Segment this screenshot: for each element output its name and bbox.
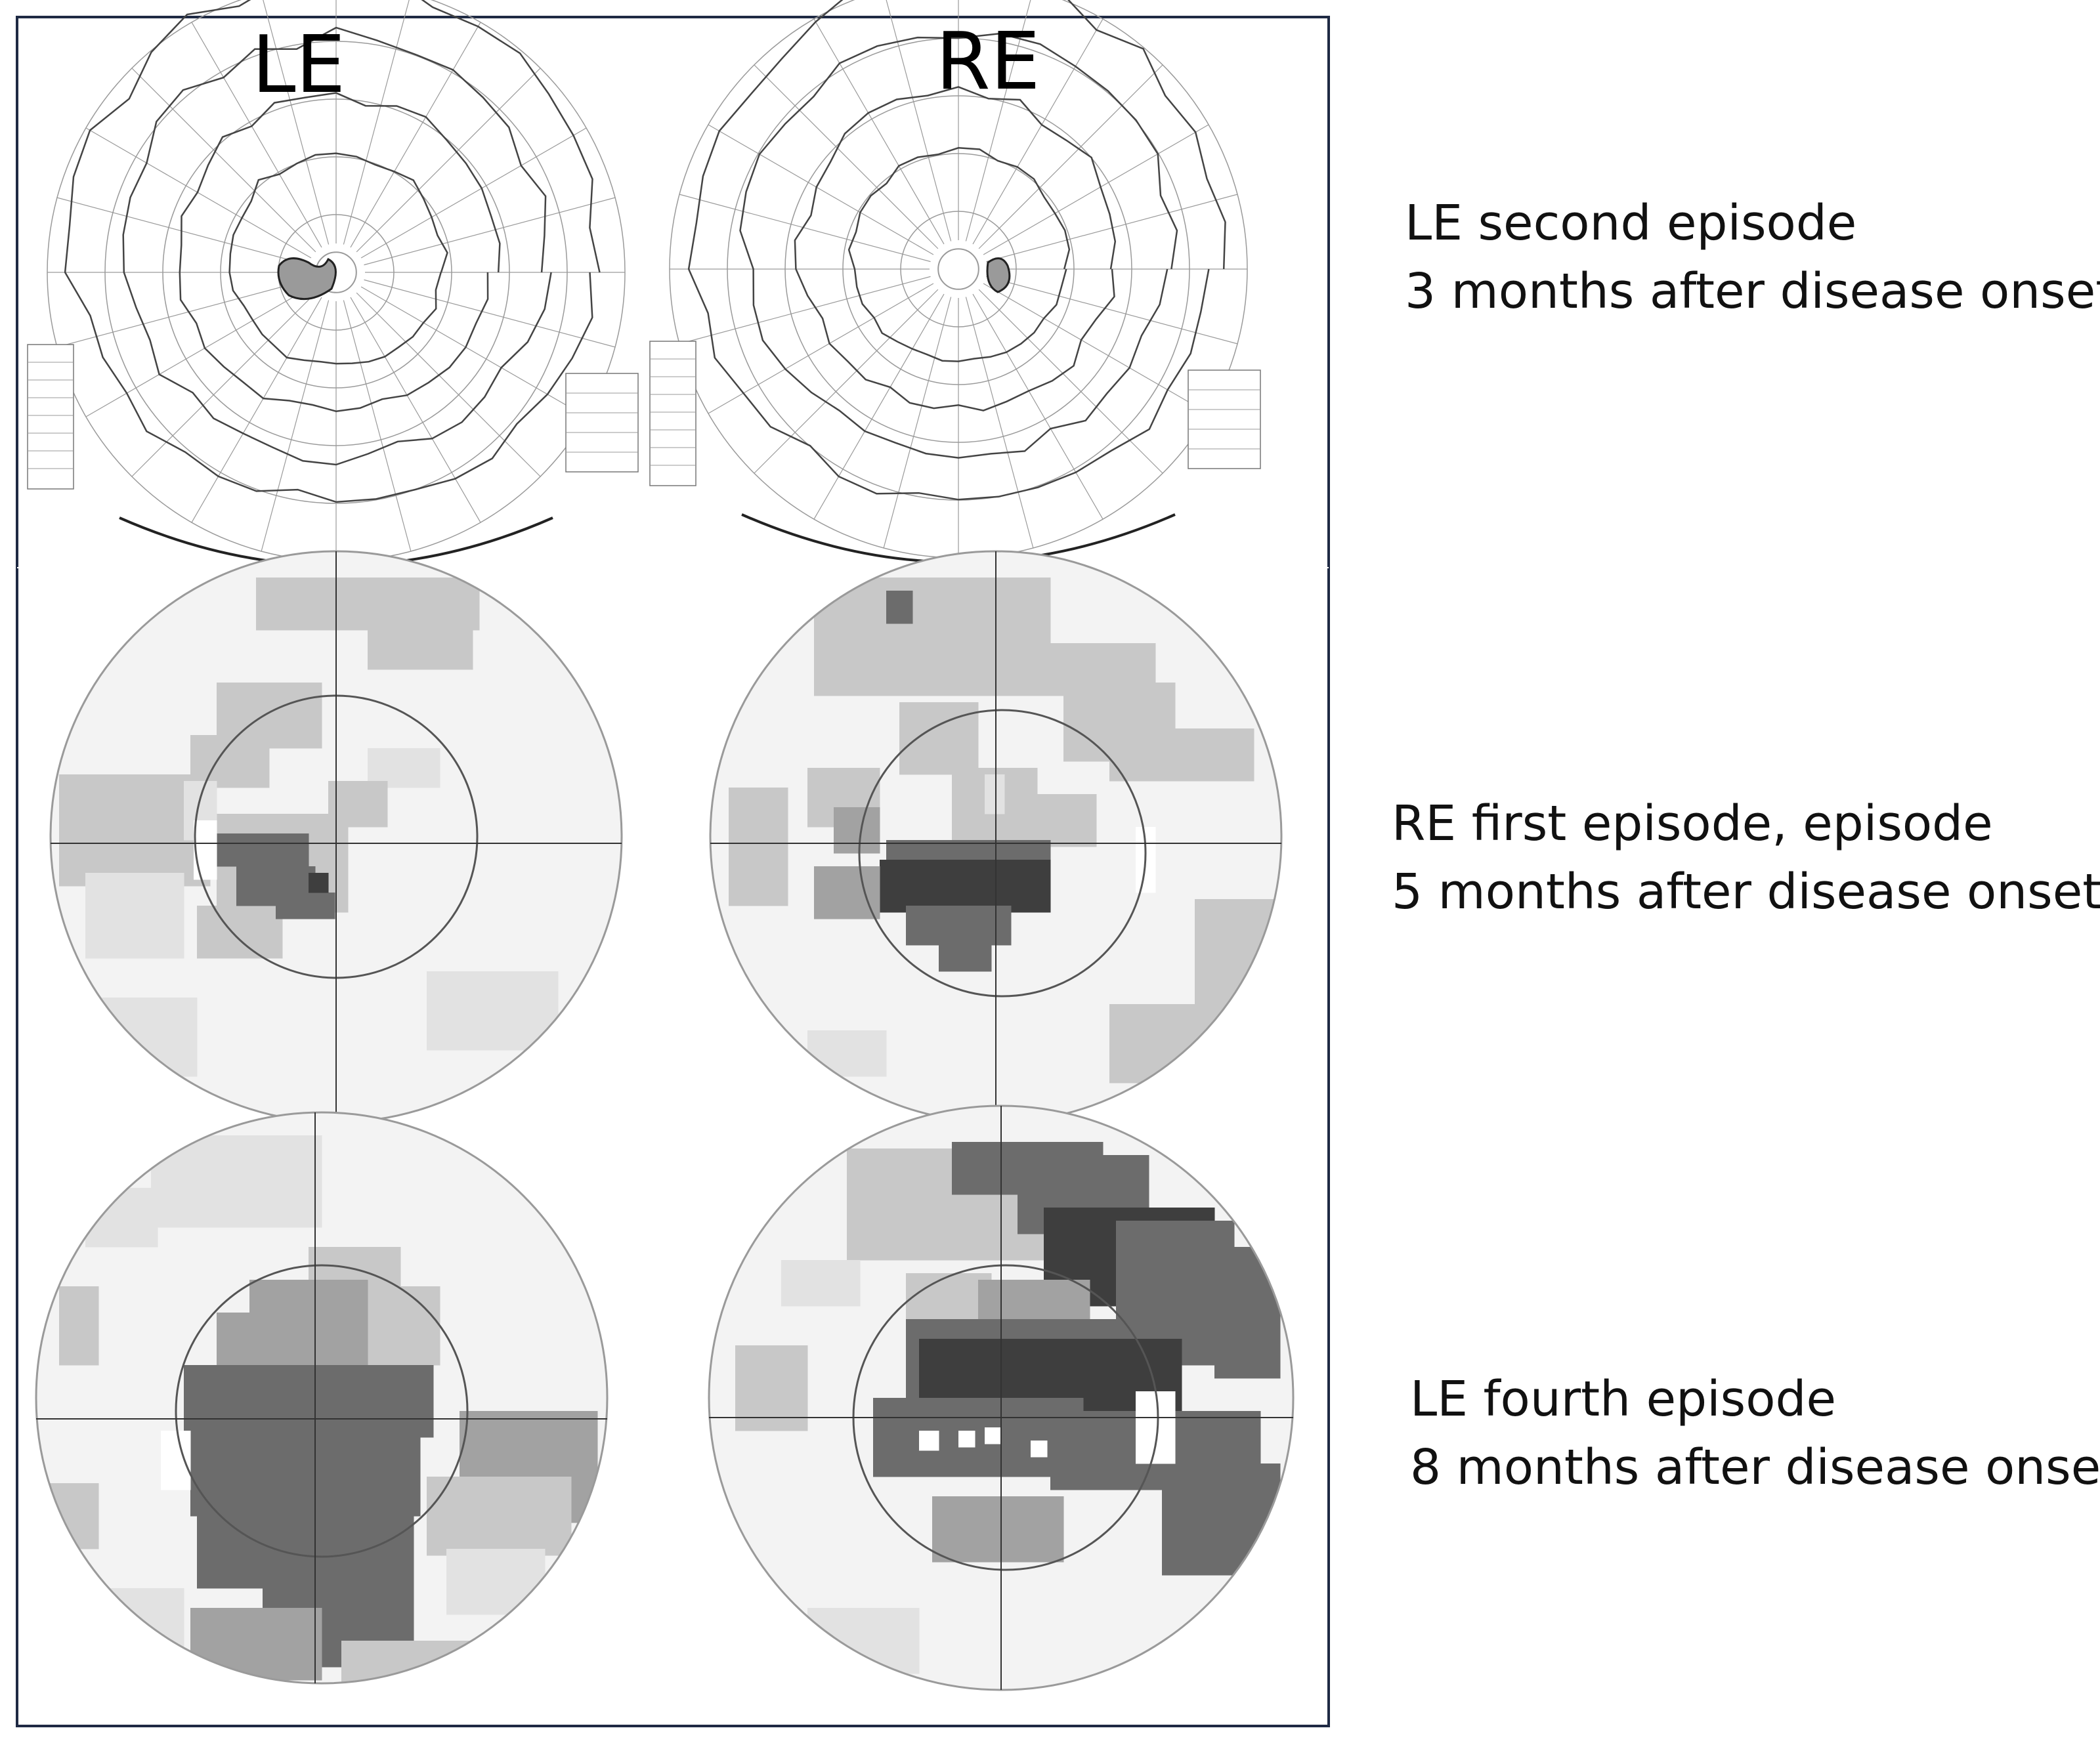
caption-row2: RE first episode, episode 5 months after… — [1392, 789, 2100, 926]
grayscale-map-le-row2 — [49, 550, 623, 1124]
caption-row3-line2: 8 months after disease onset — [1410, 1439, 2100, 1496]
kinetic-perimetry-chart-re — [649, 0, 1261, 564]
caption-row2-line1: RE first episode, episode — [1392, 795, 1993, 852]
caption-row1-line2: 3 months after disease onset — [1405, 263, 2100, 320]
caption-row2-line2: 5 months after disease onset — [1392, 864, 2100, 920]
caption-row1-line1: LE second episode — [1405, 195, 1857, 251]
grayscale-map-re-row3 — [708, 1105, 1295, 1691]
caption-row1: LE second episode 3 months after disease… — [1405, 189, 2100, 326]
grayscale-map-re-row2 — [709, 550, 1283, 1124]
grayscale-map-le-row3 — [35, 1111, 609, 1685]
caption-row3-line1: LE fourth episode — [1410, 1371, 1836, 1427]
eye-label-le: LE — [252, 20, 346, 111]
eye-label-re: RE — [935, 16, 1040, 108]
caption-row3: LE fourth episode 8 months after disease… — [1410, 1365, 2100, 1502]
kinetic-perimetry-chart-le — [27, 0, 639, 567]
